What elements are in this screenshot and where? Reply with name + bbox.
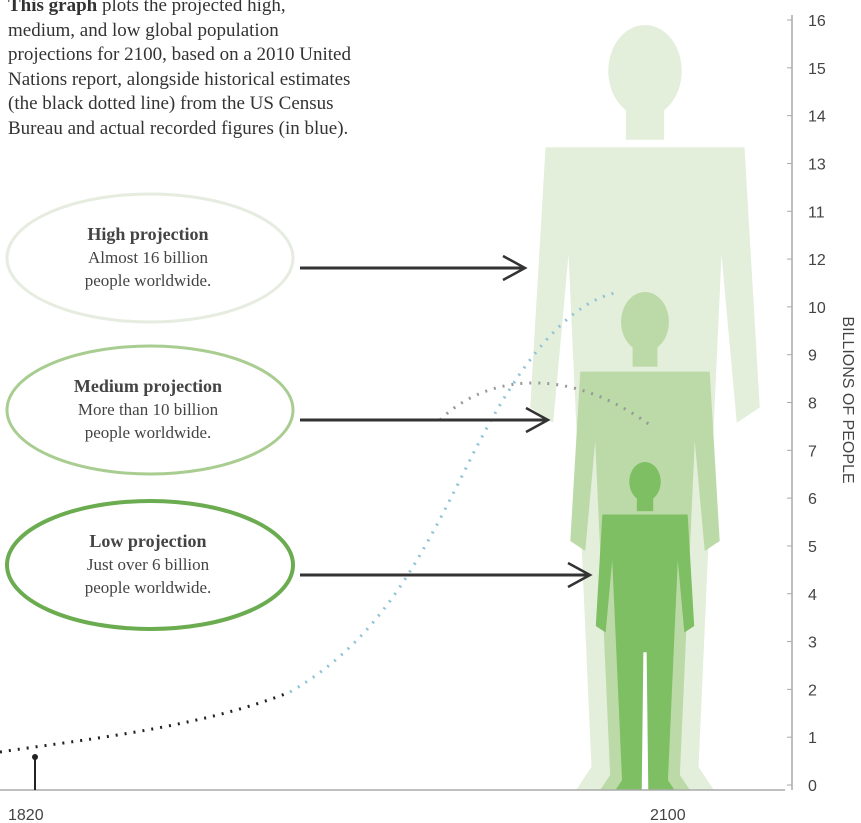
marker-1820 (32, 754, 38, 790)
tick-label: 16 (808, 13, 826, 30)
callouts: High projection Almost 16 billion people w… (5, 192, 593, 631)
head (621, 292, 669, 352)
tick-label: 10 (808, 300, 826, 317)
x-label: 2100 (650, 807, 686, 823)
tick-label: 7 (808, 443, 817, 460)
neck (636, 498, 654, 512)
callout-bubble (5, 192, 295, 324)
tick-label: 9 (808, 348, 817, 365)
callout-title: High projection (87, 224, 208, 244)
callout-bubble (5, 344, 295, 476)
intro-line: Bureau and actual recorded figures (in b… (8, 117, 351, 142)
tick-label: 5 (808, 539, 817, 556)
head (608, 25, 682, 117)
neck (632, 346, 658, 367)
tick-label: 3 (808, 635, 817, 652)
callout-bubble (5, 499, 295, 631)
intro-line: (the black dotted line) from the US Cens… (8, 92, 351, 117)
tick-label: 2 (808, 682, 817, 699)
callout-text: people worldwide. (85, 271, 212, 290)
tick-label: 15 (808, 61, 826, 78)
tick-label: 0 (808, 778, 817, 795)
intro-line: projections for 2100, based on a 2010 Un… (8, 43, 351, 68)
projection-arc (438, 381, 651, 427)
intro-line: Nations report, alongside historical est… (8, 68, 351, 93)
x-label: 1820 (8, 807, 44, 823)
intro-text: Nations report, alongside historical est… (8, 68, 351, 90)
arrow-head (567, 561, 593, 589)
intro-lead: This graph (8, 0, 98, 16)
arrow-head (502, 254, 528, 282)
callout-text: Almost 16 billion (88, 248, 208, 267)
tick-label: 1 (808, 730, 817, 747)
callout-text: Just over 6 billion (87, 555, 210, 574)
tick-label: 13 (808, 156, 826, 173)
callout-text: people worldwide. (85, 578, 212, 597)
body (595, 514, 695, 790)
callout-text: people worldwide. (85, 423, 212, 442)
callout-title: Medium projection (74, 376, 222, 396)
tick-label: 8 (808, 396, 817, 413)
intro-line: medium, and low global population (8, 19, 351, 44)
intro-line: This graph plots the projected high, (8, 0, 351, 19)
arrow-head (525, 406, 551, 434)
recorded-line (289, 290, 621, 694)
intro-text: plots the projected high, (101, 0, 286, 16)
tick-label: 11 (808, 204, 825, 221)
tick-label: 12 (808, 252, 826, 269)
historical-line (0, 690, 291, 754)
silhouettes (530, 25, 760, 790)
tick-label: 14 (808, 109, 826, 126)
neck (625, 109, 665, 140)
head (629, 462, 661, 502)
silhouette (595, 462, 695, 790)
callout-title: Low projection (89, 531, 206, 551)
intro-text: projections for 2100, based on a 2010 Un… (8, 44, 351, 66)
intro-text: medium, and low global population (8, 19, 279, 41)
tick-label: 6 (808, 491, 817, 508)
callout-text: More than 10 billion (78, 400, 219, 419)
axis-label: BILLIONS OF PEOPLE (839, 316, 856, 483)
tick-label: 4 (808, 587, 817, 604)
intro-text: (the black dotted line) from the US Cens… (8, 93, 334, 115)
intro-text: Bureau and actual recorded figures (in b… (8, 117, 349, 139)
intro: This graph plots the projected high, medi… (8, 0, 351, 142)
